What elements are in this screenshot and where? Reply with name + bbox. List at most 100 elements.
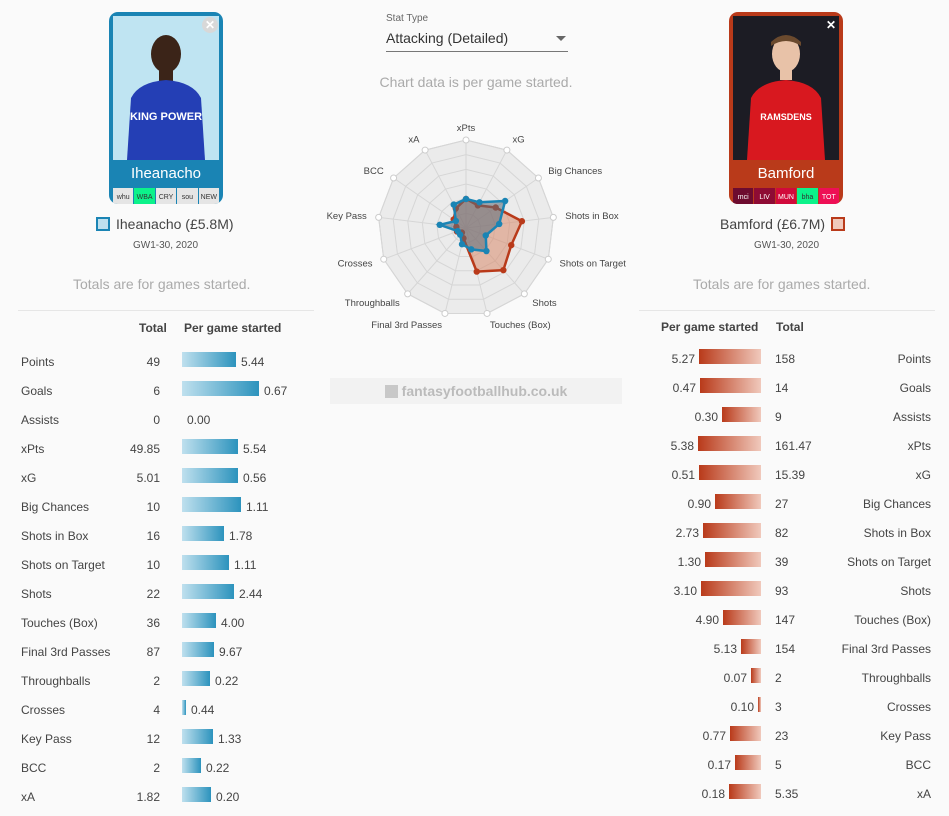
left-totals-note: Totals are for games started. (73, 276, 251, 292)
left-radar-point (458, 241, 466, 248)
stat-total: 36 (146, 616, 160, 630)
left-fixture-badge: whu (113, 188, 134, 204)
right-fixture-badge: bha (797, 188, 818, 204)
table-row: xG 5.01 0.56 (18, 463, 314, 492)
stat-name: Shots on Target (21, 558, 105, 572)
radar-axis-label: Big Chances (548, 166, 602, 177)
radar-axis-label: Shots in Box (565, 211, 619, 222)
left-gw-range: GW1-30, 2020 (133, 240, 199, 251)
stat-name: Goals (21, 384, 53, 398)
stat-per-game: 1.30 (677, 555, 701, 569)
per-game-bar (182, 787, 211, 802)
radar-grid-ring (392, 154, 540, 300)
left-player-card[interactable]: KING POWER Iheanacho whu WBA CRY sou NEW (109, 12, 223, 204)
table-row: Shots 22 2.44 (18, 579, 314, 608)
stat-per-game: 3.10 (673, 584, 697, 598)
radar-axis-label: BCC (364, 166, 384, 177)
stat-total: 49.85 (129, 442, 160, 456)
stat-name: Big Chances (862, 497, 931, 511)
radar-axis-dot (534, 174, 542, 182)
radar-axis-dot (462, 136, 470, 144)
radar-grid-ring (378, 139, 554, 314)
radar-axis-label: Final 3rd Passes (371, 320, 442, 331)
stat-total: 87 (146, 645, 160, 659)
table-row: xPts 49.85 5.54 (18, 434, 314, 463)
stat-per-game: 9.67 (219, 645, 243, 659)
stat-per-game: 0.20 (216, 790, 240, 804)
stat-name: Crosses (21, 703, 66, 717)
per-game-bar (182, 497, 241, 512)
stat-name: Assists (892, 410, 931, 424)
per-game-bar (182, 468, 238, 483)
per-game-bar (182, 758, 201, 773)
per-game-bar (699, 465, 761, 480)
stat-total: 154 (775, 642, 796, 656)
stat-per-game: 2.73 (675, 526, 699, 540)
right-player-label: Bamford (£6.7M) (720, 216, 846, 232)
stat-name: Key Pass (21, 732, 72, 746)
right-gw-range: GW1-30, 2020 (754, 240, 820, 251)
stat-total: 2 (775, 671, 782, 685)
per-game-bar (758, 697, 761, 712)
right-fixture-badge: TOT (818, 188, 840, 204)
table-row: Points 49 5.44 (18, 347, 314, 376)
table-row: 0.18 5.35 xA (639, 779, 935, 808)
left-fixture-badge: sou (177, 188, 198, 204)
right-player-name: Bamford (757, 165, 815, 182)
per-game-bar (698, 436, 761, 451)
stat-total: 10 (146, 500, 160, 514)
stat-per-game: 0.77 (702, 729, 726, 743)
stat-total: 5.35 (775, 787, 799, 801)
stat-per-game: 0.07 (723, 671, 747, 685)
right-radar-point (508, 241, 515, 249)
table-row: 4.90 147 Touches (Box) (639, 605, 935, 634)
stat-total: 158 (775, 352, 796, 366)
radar-axis-label: Key Pass (327, 211, 367, 222)
stat-name: xPts (907, 439, 931, 453)
stat-name: Shots in Box (863, 526, 931, 540)
radar-axis-label: xA (408, 134, 420, 145)
stat-total: 14 (775, 381, 789, 395)
table-row: Key Pass 12 1.33 (18, 724, 314, 753)
table-row: 2.73 82 Shots in Box (639, 518, 935, 547)
table-row: Touches (Box) 36 4.00 (18, 608, 314, 637)
stat-per-game: 4.00 (221, 616, 245, 630)
left-total-header: Total (139, 321, 167, 335)
stat-per-game: 0.22 (215, 674, 239, 688)
radar-axis-label: xPts (457, 123, 476, 134)
stat-name: Assists (21, 413, 60, 427)
right-player-card[interactable]: RAMSDENS Bamford mci LIV MUN bha TOT (729, 12, 843, 204)
stat-total: 93 (775, 584, 789, 598)
stat-name: Shots in Box (21, 529, 89, 543)
stat-per-game: 0.51 (671, 468, 695, 482)
table-row: 3.10 93 Shots (639, 576, 935, 605)
radar-axis-dot (520, 290, 528, 298)
stat-name: Key Pass (880, 729, 931, 743)
stat-per-game: 0.47 (672, 381, 696, 395)
stat-total: 82 (775, 526, 789, 540)
radar-axis-dot (503, 146, 511, 154)
stat-per-game: 0.00 (187, 413, 211, 427)
per-game-bar (703, 523, 761, 538)
per-game-bar (729, 784, 761, 799)
stat-total: 22 (146, 587, 160, 601)
per-game-bar (715, 494, 761, 509)
radar-axis-dot (483, 309, 491, 317)
table-row: Goals 6 0.67 (18, 376, 314, 405)
stat-total: 2 (153, 761, 160, 775)
remove-left-player-button[interactable]: ✕ (202, 17, 218, 33)
table-divider (18, 310, 314, 311)
left-player-price: Iheanacho (£5.8M) (116, 216, 234, 232)
remove-right-player-button[interactable]: ✕ (825, 18, 837, 32)
right-radar-point (500, 266, 507, 274)
right-total-header: Total (776, 320, 804, 334)
per-game-bar (182, 613, 216, 628)
stat-per-game: 5.44 (241, 355, 265, 369)
right-fixture-badge: LIV (754, 188, 775, 204)
left-radar-point (450, 201, 457, 208)
stat-type-select[interactable]: Attacking (Detailed) (386, 28, 568, 52)
right-player-photo: RAMSDENS (733, 16, 839, 160)
table-row: 0.07 2 Throughballs (639, 663, 935, 692)
per-game-bar (705, 552, 761, 567)
radar-axis-label: xG (512, 134, 524, 145)
